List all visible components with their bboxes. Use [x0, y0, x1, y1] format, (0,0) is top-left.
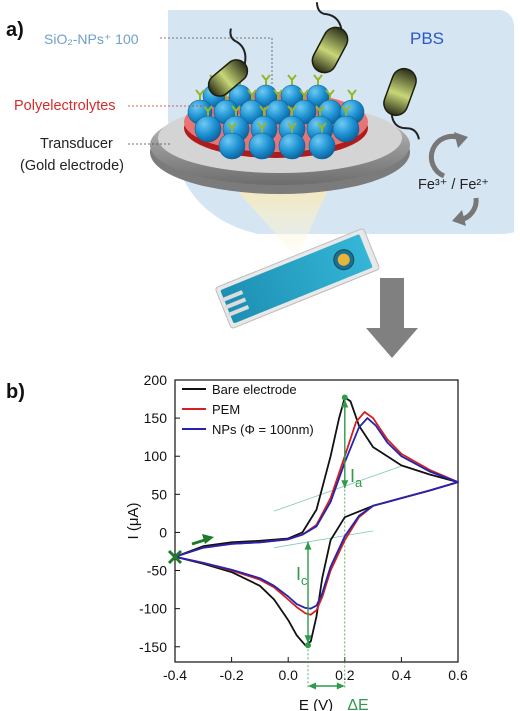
series-line — [174, 417, 459, 610]
ia-arrow — [341, 399, 349, 489]
nanoparticle — [308, 122, 336, 160]
x-tick-label: -0.2 — [220, 667, 244, 683]
legend: Bare electrode PEM NPs (Φ = 100nm) — [182, 382, 314, 437]
x-axis-label: E (V) — [299, 697, 333, 711]
cathodic-peak-marker — [305, 642, 312, 649]
nanoparticle — [254, 74, 278, 108]
guide-lines — [273, 397, 402, 688]
screen-printed-electrode — [215, 228, 380, 329]
nanoparticle-array — [187, 74, 365, 160]
bacterium-right — [383, 67, 420, 140]
y-tick-label: 150 — [144, 410, 168, 426]
peak-arrows — [304, 394, 349, 690]
transducer-label: Transducer — [40, 136, 113, 152]
redox-label: Fe³⁺ / Fe²⁺ — [418, 177, 489, 193]
x-tick-label: 0.6 — [448, 667, 468, 683]
down-arrow-icon — [366, 278, 418, 358]
x-tick-label: -0.4 — [163, 667, 187, 683]
panel-b-label: b) — [6, 381, 25, 403]
legend-label: Bare electrode — [212, 382, 297, 397]
scan-direction-arrow-icon — [191, 534, 214, 546]
nps-leader-line — [160, 37, 273, 86]
y-tick-label: 0 — [159, 524, 167, 540]
panel-a-schematic: a) PBS — [6, 2, 514, 358]
ia-annotation: Ia — [350, 466, 363, 490]
nanoparticle — [280, 74, 304, 108]
x-tick-label: 0.0 — [278, 667, 298, 683]
light-cone — [232, 185, 330, 252]
plot-frame — [174, 379, 459, 663]
nanoparticle — [265, 89, 291, 125]
panel-a-label: a) — [6, 19, 24, 41]
nanoparticle — [218, 122, 246, 160]
polyelectrolytes-label: Polyelectrolytes — [14, 98, 116, 114]
bacteria — [207, 2, 420, 140]
delta-e-annotation: ΔE — [347, 697, 368, 711]
y-tick-label: -150 — [139, 639, 167, 655]
bacterium-left — [207, 28, 249, 97]
nanoparticle — [194, 105, 222, 143]
bacterium-middle — [311, 2, 349, 74]
ic-arrow — [304, 541, 312, 644]
legend-label: PEM — [212, 402, 240, 417]
nanoparticle — [248, 122, 276, 160]
nps-label: SiO₂-NPs⁺ 100 — [44, 31, 139, 47]
series-lines — [174, 396, 459, 647]
cathodic-baseline — [273, 530, 374, 549]
legend-label: NPs (Φ = 100nm) — [212, 422, 314, 437]
delta-e-arrow — [308, 682, 345, 690]
gold-electrode-label: (Gold electrode) — [20, 158, 124, 174]
y-tick-label: 100 — [144, 448, 168, 464]
y-tick-label: -100 — [139, 601, 167, 617]
nanoparticle — [332, 105, 360, 143]
y-tick-label: 200 — [144, 372, 168, 388]
y-tick-label: -50 — [147, 563, 167, 579]
series-line — [174, 411, 459, 616]
y-tick-label: 50 — [151, 486, 167, 502]
pbs-label: PBS — [410, 29, 444, 48]
start-point-icon — [167, 549, 183, 565]
anodic-peak-marker — [341, 394, 348, 401]
nanoparticle — [278, 122, 306, 160]
y-axis-label: I (μA) — [125, 503, 142, 540]
anodic-baseline — [273, 465, 402, 512]
ic-annotation: Ic — [296, 564, 308, 588]
panel-b-chart: b) -0.4 -0.2 0.0 0.2 0.4 0.6-150-100-50050100… — [6, 372, 468, 711]
legend-item: NPs (Φ = 100nm) — [182, 422, 314, 437]
redox-cycle-icon — [428, 132, 479, 226]
axes: -0.4 -0.2 0.0 0.2 0.4 0.6-150-100-50050100150… — [139, 372, 468, 683]
legend-item: PEM — [182, 402, 240, 417]
legend-item: Bare electrode — [182, 382, 297, 397]
x-tick-label: 0.4 — [392, 667, 412, 683]
